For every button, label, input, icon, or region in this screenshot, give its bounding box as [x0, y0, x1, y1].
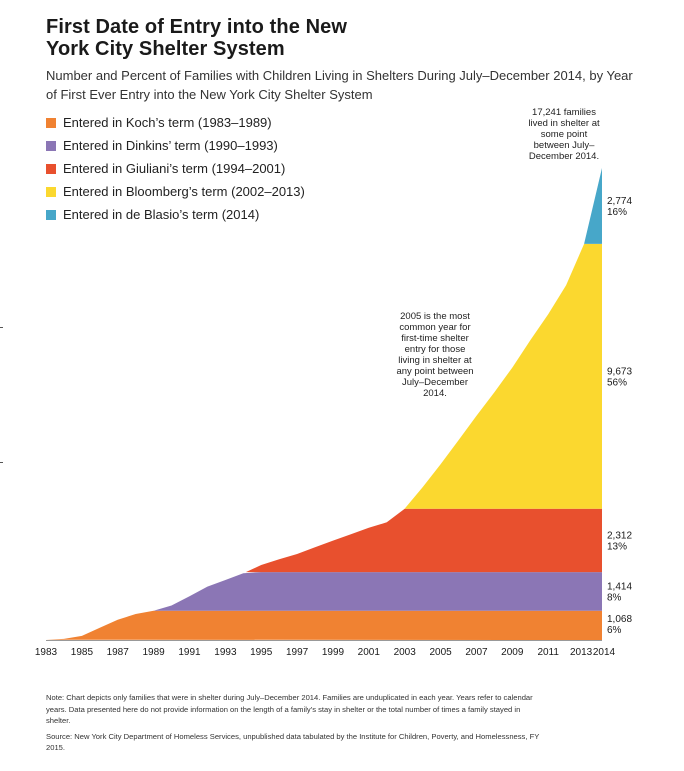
- chart-subtitle: Number and Percent of Families with Chil…: [46, 68, 633, 102]
- value-label-dinkins: 1,414: [607, 581, 632, 592]
- x-tick-label: 2007: [465, 647, 488, 658]
- legend-item-bloomberg: Entered in Bloomberg’s term (2002–2013): [46, 180, 305, 203]
- x-tick-label: 2009: [501, 647, 524, 658]
- x-tick-label: 1987: [107, 647, 130, 658]
- value-label-koch: 1,068: [607, 614, 632, 625]
- footnotes: Note: Chart depicts only families that w…: [46, 692, 546, 758]
- x-tick-label: 2003: [394, 647, 417, 658]
- x-tick-label: 1985: [71, 647, 94, 658]
- left-edge-tick: [0, 462, 3, 463]
- x-tick-label: 1989: [142, 647, 165, 658]
- area-band-koch: [46, 610, 602, 640]
- x-tick-label: 1997: [286, 647, 309, 658]
- percent-label-dinkins: 8%: [607, 592, 622, 603]
- x-tick-label: 2005: [429, 647, 452, 658]
- legend-item-koch: Entered in Koch’s term (1983–1989): [46, 111, 305, 134]
- x-tick-label: 2001: [358, 647, 381, 658]
- annotation-total: 17,241 families lived in shelter at some…: [528, 107, 600, 162]
- x-tick-label: 1983: [35, 647, 58, 658]
- legend-label-giuliani: Entered in Giuliani’s term (1994–2001): [63, 161, 286, 176]
- source-text: Source: New York City Department of Home…: [46, 731, 540, 753]
- x-tick-label: 1995: [250, 647, 273, 658]
- x-tick-label: 1991: [178, 647, 201, 658]
- legend-item-giuliani: Entered in Giuliani’s term (1994–2001): [46, 157, 305, 180]
- value-label-giuliani: 2,312: [607, 530, 632, 541]
- area-band-bloomberg: [404, 243, 602, 509]
- legend-swatch-giuliani: [46, 163, 56, 174]
- x-tick-label: 2013: [570, 647, 593, 658]
- annotation-peak: 2005 is the most common year for first-t…: [396, 311, 474, 399]
- legend-swatch-deblasio: [46, 209, 56, 220]
- x-tick-label: 2014: [593, 647, 616, 658]
- percent-label-koch: 6%: [607, 625, 622, 636]
- area-band-giuliani: [245, 508, 603, 573]
- legend: Entered in Koch’s term (1983–1989) Enter…: [46, 111, 305, 226]
- percent-label-bloomberg: 56%: [607, 377, 627, 388]
- legend-item-dinkins: Entered in Dinkins’ term (1990–1993): [46, 134, 305, 157]
- x-tick-label: 2011: [537, 647, 559, 658]
- area-band-dinkins: [153, 572, 602, 611]
- percent-label-deblasio: 16%: [607, 207, 627, 218]
- chart-title: First Date of Entry into the New York Ci…: [46, 16, 348, 60]
- x-tick-label: 1993: [214, 647, 237, 658]
- legend-swatch-koch: [46, 117, 56, 128]
- value-label-deblasio: 2,774: [607, 196, 632, 207]
- value-label-bloomberg: 9,673: [607, 366, 632, 377]
- legend-label-deblasio: Entered in de Blasio’s term (2014): [63, 207, 260, 222]
- percent-label-giuliani: 13%: [607, 541, 627, 552]
- left-edge-tick: [0, 327, 3, 328]
- legend-label-koch: Entered in Koch’s term (1983–1989): [63, 115, 272, 130]
- area-band-deblasio: [584, 168, 602, 244]
- legend-label-dinkins: Entered in Dinkins’ term (1990–1993): [63, 138, 278, 153]
- x-tick-label: 1999: [322, 647, 345, 658]
- note-text: Note: Chart depicts only families that w…: [46, 693, 533, 725]
- legend-item-deblasio: Entered in de Blasio’s term (2014): [46, 203, 305, 226]
- legend-swatch-bloomberg: [46, 186, 56, 197]
- legend-label-bloomberg: Entered in Bloomberg’s term (2002–2013): [63, 184, 305, 199]
- legend-swatch-dinkins: [46, 140, 56, 151]
